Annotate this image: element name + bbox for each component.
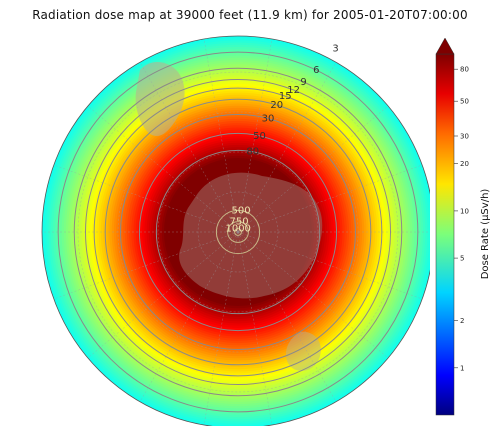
meridian-line	[237, 163, 426, 233]
contour-line-750	[227, 221, 249, 243]
meridian-line	[237, 36, 273, 233]
contour-line-50	[138, 132, 338, 332]
latitude-circle	[157, 151, 319, 313]
meridian-line	[203, 231, 239, 426]
contour-label-30: 30	[262, 113, 275, 124]
contour-label-12: 12	[287, 85, 300, 96]
contour-line-20	[104, 98, 372, 366]
meridian-line	[203, 36, 239, 233]
contour-label-80: 80	[246, 147, 259, 158]
colorbar-tick-label: 10	[460, 207, 469, 215]
map-title: Radiation dose map at 39000 feet (11.9 k…	[32, 8, 468, 22]
colorbar-tick-label: 80	[460, 66, 469, 74]
contour-label-20: 20	[270, 100, 283, 111]
contour-line-9	[73, 67, 403, 397]
contour-line-15	[93, 87, 383, 377]
colorbar-tick-label: 1	[460, 364, 464, 372]
meridian-line	[84, 103, 239, 233]
contour-label-1000: 1000	[225, 224, 250, 235]
latitude-circle	[117, 111, 359, 353]
southern-landmass-tip	[285, 331, 321, 371]
meridian-line	[237, 231, 273, 426]
contour-label-9: 9	[300, 77, 306, 88]
graticule	[42, 36, 430, 426]
contour-label-3: 3	[332, 44, 338, 55]
contour-label-6: 6	[313, 65, 319, 76]
colorbar-label: Dose Rate (μSv/h)	[480, 189, 491, 280]
contour-label-15: 15	[279, 91, 292, 102]
latitude-circle	[77, 71, 399, 393]
contour-line-80	[155, 149, 321, 315]
colorbar-ticks: 1 2 5 10 20 30 50 80	[454, 66, 469, 372]
antarctica-landmass	[179, 172, 323, 299]
colorbar-tick-label: 5	[460, 255, 464, 263]
colorbar-tick-label: 20	[460, 160, 469, 168]
contour-label-500: 500	[232, 206, 251, 217]
globe-outline	[41, 35, 430, 426]
land-masses	[135, 61, 323, 371]
meridian-line	[50, 163, 239, 233]
meridian-line	[237, 231, 426, 301]
latitude-circle	[197, 191, 279, 273]
meridian-line	[237, 103, 392, 233]
colorbar-extend-arrow	[435, 37, 455, 55]
meridian-line	[237, 231, 392, 361]
contour-line-6	[57, 51, 419, 413]
colorbar-tick-label: 50	[460, 98, 469, 106]
contour-line-12	[85, 79, 391, 385]
meridian-line	[137, 58, 239, 233]
south-america-landmass	[135, 61, 185, 137]
colorbar-tick-label: 2	[460, 317, 464, 325]
colorbar-tick-label: 30	[460, 133, 469, 141]
contour-line-500	[215, 209, 261, 255]
meridian-line	[237, 58, 339, 233]
contour-line-30	[120, 114, 356, 350]
meridian-line	[50, 231, 239, 301]
contour-label-750: 750	[230, 217, 249, 228]
contour-label-50: 50	[253, 131, 266, 142]
meridian-line	[137, 231, 239, 406]
meridian-line	[84, 231, 239, 361]
contour-line-1000	[234, 228, 242, 236]
colorbar-gradient	[435, 53, 455, 416]
dose-contours	[42, 36, 430, 426]
meridian-line	[237, 231, 339, 406]
